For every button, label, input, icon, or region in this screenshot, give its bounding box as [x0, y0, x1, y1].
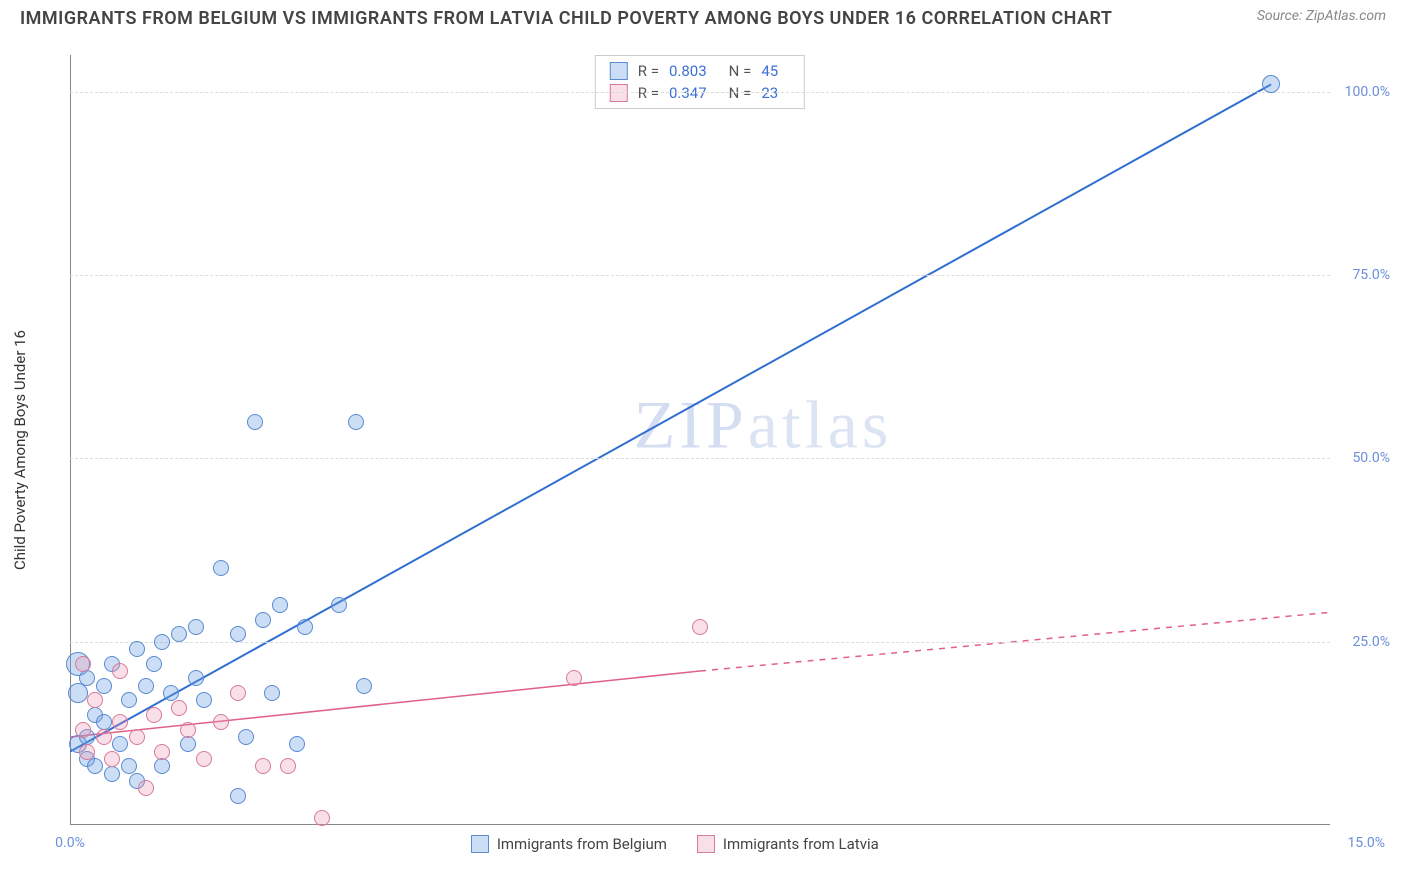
gridline [70, 642, 1330, 643]
data-point-latvia [692, 619, 708, 635]
data-point-latvia [79, 744, 95, 760]
n-label: N = [729, 62, 752, 80]
x-tick-label: 0.0% [55, 835, 85, 851]
data-point-latvia [129, 729, 145, 745]
data-point-belgium [154, 758, 170, 774]
watermark: ZIPatlas [634, 385, 893, 464]
y-axis-label: Child Poverty Among Boys Under 16 [11, 330, 29, 570]
data-point-latvia [104, 751, 120, 767]
legend-item-latvia: Immigrants from Latvia [697, 835, 879, 853]
gridline [70, 92, 1330, 93]
data-point-belgium [188, 619, 204, 635]
data-point-belgium [255, 612, 271, 628]
y-tick-label: 25.0% [1335, 634, 1390, 650]
gridline [70, 275, 1330, 276]
data-point-latvia [75, 722, 91, 738]
data-point-belgium [180, 736, 196, 752]
r-label: R = [638, 84, 659, 102]
data-point-latvia [171, 700, 187, 716]
y-tick-label: 50.0% [1335, 450, 1390, 466]
data-point-latvia [213, 714, 229, 730]
data-point-belgium [230, 626, 246, 642]
trend-lines [70, 55, 1330, 825]
swatch-latvia [697, 835, 715, 853]
n-label: N = [729, 84, 752, 102]
data-point-belgium [289, 736, 305, 752]
data-point-belgium [356, 678, 372, 694]
data-point-belgium [112, 736, 128, 752]
data-point-belgium [129, 641, 145, 657]
data-point-belgium [121, 692, 137, 708]
data-point-latvia [96, 729, 112, 745]
data-point-belgium [213, 560, 229, 576]
data-point-belgium [87, 758, 103, 774]
swatch-belgium [610, 62, 628, 80]
plot-area: ZIPatlas R =0.803N =45R =0.347N =23 Immi… [70, 55, 1330, 825]
data-point-belgium [79, 670, 95, 686]
source-label: Source: ZipAtlas.com [1257, 8, 1386, 24]
x-axis [70, 824, 1330, 825]
data-point-belgium [171, 626, 187, 642]
data-point-latvia [230, 685, 246, 701]
r-label: R = [638, 62, 659, 80]
data-point-latvia [280, 758, 296, 774]
r-value: 0.803 [669, 62, 707, 80]
stats-row-belgium: R = 0.803 N = 45 [610, 60, 790, 82]
data-point-latvia [196, 751, 212, 767]
data-point-latvia [112, 663, 128, 679]
data-point-belgium [96, 678, 112, 694]
data-point-latvia [255, 758, 271, 774]
y-tick-label: 100.0% [1335, 84, 1390, 100]
y-tick-label: 75.0% [1335, 267, 1390, 283]
data-point-belgium [121, 758, 137, 774]
gridline [70, 458, 1330, 459]
y-axis [70, 55, 71, 825]
data-point-belgium [138, 678, 154, 694]
data-point-belgium [163, 685, 179, 701]
stats-legend: R = 0.803 N = 45 R = 0.347 N = 23 [595, 55, 805, 109]
data-point-latvia [87, 692, 103, 708]
data-point-latvia [138, 780, 154, 796]
data-point-belgium [104, 766, 120, 782]
data-point-latvia [112, 714, 128, 730]
r-value: 0.347 [669, 84, 707, 102]
data-point-belgium [272, 597, 288, 613]
data-point-belgium [196, 692, 212, 708]
legend-label: Immigrants from Latvia [723, 835, 879, 853]
data-point-belgium [188, 670, 204, 686]
data-point-latvia [146, 707, 162, 723]
legend-item-belgium: Immigrants from Belgium [471, 835, 667, 853]
swatch-latvia [610, 84, 628, 102]
data-point-belgium [238, 729, 254, 745]
data-point-belgium [331, 597, 347, 613]
data-point-belgium [154, 634, 170, 650]
data-point-latvia [75, 656, 91, 672]
data-point-belgium [348, 414, 364, 430]
data-point-belgium [230, 788, 246, 804]
data-point-belgium [96, 714, 112, 730]
n-value: 23 [761, 84, 778, 102]
data-point-latvia [566, 670, 582, 686]
series-legend: Immigrants from Belgium Immigrants from L… [471, 835, 879, 853]
data-point-belgium [146, 656, 162, 672]
stats-row-latvia: R = 0.347 N = 23 [610, 82, 790, 104]
data-point-latvia [154, 744, 170, 760]
data-point-latvia [314, 810, 330, 826]
legend-label: Immigrants from Belgium [497, 835, 667, 853]
x-tick-label: 15.0% [1347, 835, 1385, 851]
chart-container: Child Poverty Among Boys Under 16 ZIPatl… [50, 55, 1390, 845]
data-point-belgium [247, 414, 263, 430]
data-point-belgium [264, 685, 280, 701]
n-value: 45 [761, 62, 778, 80]
chart-title: IMMIGRANTS FROM BELGIUM VS IMMIGRANTS FR… [20, 8, 1112, 29]
data-point-latvia [180, 722, 196, 738]
swatch-belgium [471, 835, 489, 853]
data-point-belgium [1262, 75, 1280, 93]
data-point-belgium [297, 619, 313, 635]
